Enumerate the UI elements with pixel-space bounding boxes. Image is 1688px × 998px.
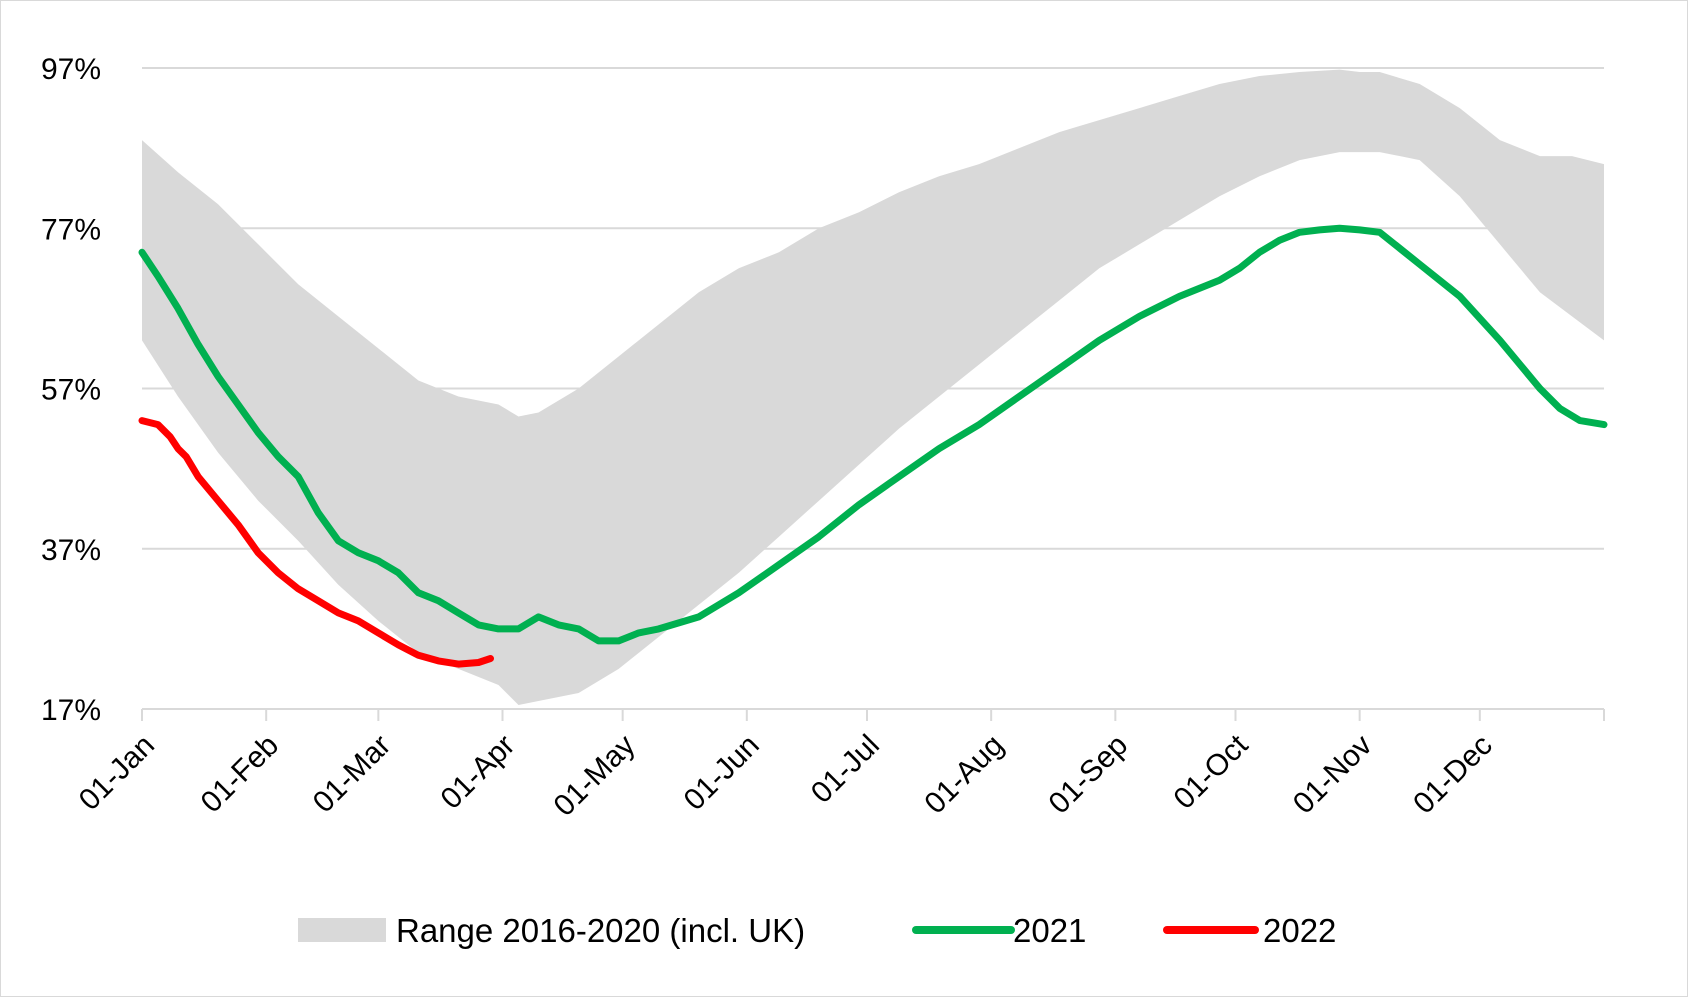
legend-label-2022: 2022: [1263, 912, 1336, 949]
y-tick-label-37: 37%: [41, 534, 101, 567]
x-tick-label-01-May: 01-May: [548, 729, 642, 823]
axis-layer: [141, 708, 1605, 721]
line-layer: [138, 224, 1608, 668]
x-tick-label-01-Mar: 01-Mar: [307, 729, 398, 820]
legend-swatch-range: [298, 918, 386, 942]
x-tick-label-01-Jul: 01-Jul: [805, 729, 886, 810]
legend: Range 2016-2020 (incl. UK) 2021 2022: [298, 912, 1336, 949]
y-tick-label-97: 97%: [41, 53, 101, 86]
legend-label-range: Range 2016-2020 (incl. UK): [396, 912, 805, 949]
series-line-2022: [138, 417, 494, 668]
x-tick-label-01-Aug: 01-Aug: [918, 729, 1010, 821]
y-tick-label-17: 17%: [41, 694, 101, 727]
range-band-2016-2020: [142, 69, 1604, 706]
x-tick-label-01-Nov: 01-Nov: [1287, 729, 1379, 821]
band-layer: [142, 69, 1604, 706]
y-axis-tick-labels: 17% 37% 57% 77% 97%: [41, 53, 101, 727]
y-tick-label-57: 57%: [41, 374, 101, 407]
x-tick-label-01-Jun: 01-Jun: [678, 729, 766, 817]
x-tick-label-01-Sep: 01-Sep: [1043, 729, 1135, 821]
series-line-2021: [138, 224, 1608, 645]
y-tick-label-77: 77%: [41, 213, 101, 246]
x-axis-tick-labels: 01-Jan 01-Feb 01-Mar 01-Apr 01-May 01-Jun 01-J…: [73, 728, 1499, 823]
x-tick-label-01-Oct: 01-Oct: [1167, 728, 1254, 815]
x-tick-label-01-Apr: 01-Apr: [434, 729, 521, 816]
legend-label-2021: 2021: [1013, 912, 1086, 949]
x-tick-label-01-Dec: 01-Dec: [1407, 729, 1499, 821]
x-tick-label-01-Jan: 01-Jan: [73, 729, 161, 817]
x-tick-label-01-Feb: 01-Feb: [195, 729, 286, 820]
